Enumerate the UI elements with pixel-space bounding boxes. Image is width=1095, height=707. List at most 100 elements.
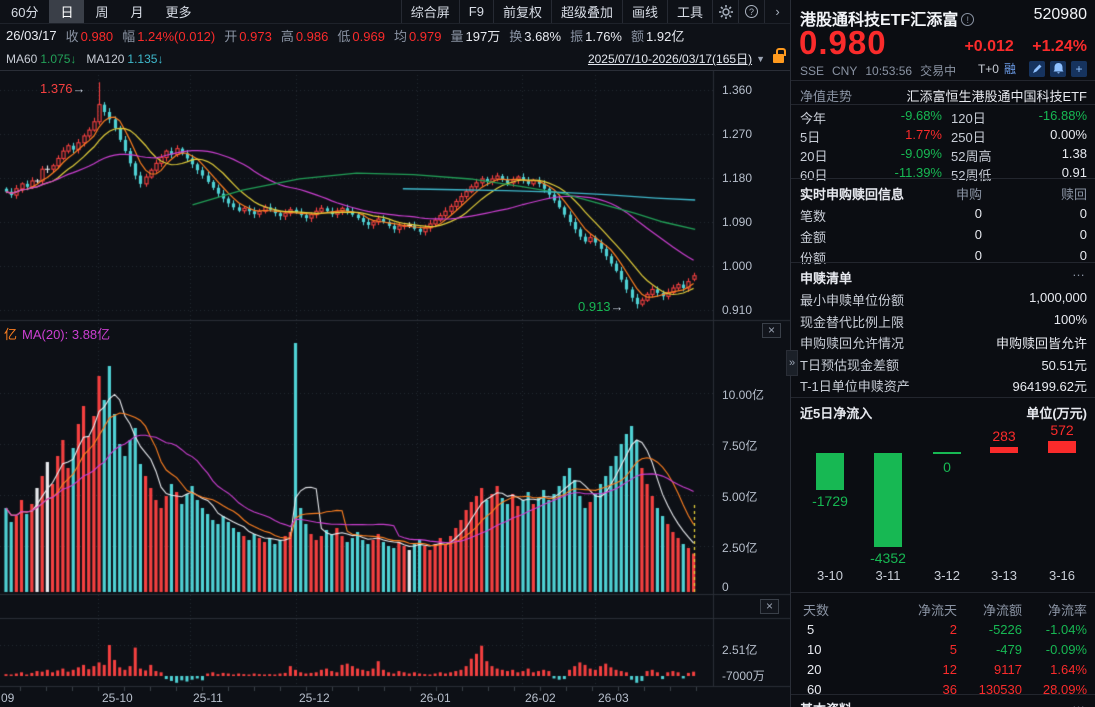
flow-row-netdays-20: 12 [942,662,957,677]
flow-bar [933,452,961,454]
toolbar-button-综合屏[interactable]: 综合屏 [400,0,459,23]
flow-row-netrate-10: -0.09% [1045,642,1087,657]
flow-bar-date: 3-13 [990,568,1018,583]
redemption-label-1: 现金替代比例上限 [800,314,905,330]
flow-axis-label-0: 2.51亿 [722,643,758,657]
redemption-value-3: 50.51元 [1041,357,1087,373]
stat-label-52周低: 52周低 [951,168,992,183]
tab-月[interactable]: 月 [130,5,144,20]
stat-value-52周低: 0.91 [1061,165,1087,180]
info-icon[interactable]: ! [961,13,975,26]
unlock-icon[interactable] [773,48,786,63]
flow-row-days-20: 20 [807,662,822,677]
price-axis-label-1: 1.270 [722,127,753,141]
redemption-value-4: 964199.62元 [1012,379,1087,394]
flow-bar-value: 572 [1050,421,1074,438]
stat-label-今年: 今年 [800,111,827,126]
tab-60分[interactable]: 60分 [11,5,39,20]
alert-bell-icon[interactable] [1050,60,1066,77]
flow-row-netdays-10: 5 [949,642,957,657]
price-chart-canvas[interactable] [0,71,790,707]
flow-bar [990,446,1018,453]
flow-bar-date: 3-12 [933,568,961,583]
tplus-flag: T+0 [977,61,999,76]
redemption-label-0: 最小申赎单位份额 [800,293,905,308]
stat-value-250日: 0.00% [1050,127,1087,142]
price-axis-label-0: 1.360 [722,83,753,97]
sub-row-label-金额: 金额 [800,230,827,245]
high-price-callout: 1.376→ [40,81,86,96]
sub-row-buy-笔数: 0 [974,206,982,221]
quote-panel: 港股通科技ETF汇添富! 520980 0.980 +0.012 +1.24% … [790,0,1095,707]
close-flow-pane-icon[interactable]: × [760,599,779,614]
quote-field-幅: 幅 1.24%(0.012) [122,29,216,44]
flow-bar [816,453,844,491]
quote-meta: SSE CNY 10:53:56 交易中 [800,63,957,79]
redemption-value-0: 1,000,000 [1029,290,1087,305]
low-price-callout: 0.913→ [578,299,624,314]
flow-bar-value: 0 [943,459,951,475]
x-axis-label-25-11: 25-11 [193,691,223,705]
stat-label-52周高: 52周高 [951,149,992,164]
x-axis-label-25-12: 25-12 [299,691,330,705]
edit-icon[interactable] [1029,60,1045,77]
redemption-more-icon[interactable]: … [1072,264,1087,279]
volume-axis-label-1: 7.50亿 [722,439,758,453]
ma-legend-bar: MA60 1.075↓ MA120 1.135↓ 2025/07/10-2026/03… [0,47,790,71]
add-to-watchlist-icon[interactable]: + [1071,60,1087,77]
last-price: 0.980 [799,24,887,61]
flow-row-netrate-60: 28.09% [1042,682,1087,697]
security-name: 港股通科技ETF汇添富! [800,6,975,30]
toolbar-button-画线[interactable]: 画线 [621,0,667,23]
price-axis-label-2: 1.180 [722,171,753,185]
help-icon[interactable]: ? [738,0,764,23]
nav-trend-label[interactable]: 净值走势 [800,89,853,104]
fund-full-name: 汇添富恒生港股通中国科技ETF [906,89,1087,104]
price-change: +0.012 +1.24% [950,38,1087,56]
tab-周[interactable]: 周 [95,5,109,20]
realtime-subscription-title: 实时申购赎回信息 [800,187,905,202]
gear-icon[interactable] [712,0,738,23]
period-toolbar: 60分日周 月 更多 综合屏 F9 前复权 超级叠加 画线 工具? › [0,0,790,24]
volume-axis-label-2: 5.00亿 [722,490,758,504]
flow-row-netdays-60: 36 [942,682,957,697]
toolbar-button-超级叠加[interactable]: 超级叠加 [550,0,622,23]
stat-label-250日: 250日 [951,130,986,145]
stat-label-5日: 5日 [800,130,821,145]
toolbar-button-F9[interactable]: F9 [458,0,493,23]
quote-field-换: 换 3.68% [509,29,562,44]
flow-bar [1048,440,1076,453]
expand-toolbar-icon[interactable]: › [764,0,790,23]
basic-info-more-icon[interactable]: … [1072,696,1087,707]
x-axis-label-26-01: 26-01 [420,691,451,705]
flow-col-days: 天数 [803,603,830,618]
flow-row-netamount-10: -479 [995,642,1022,657]
sub-row-sell-金额: 0 [1079,227,1087,242]
redemption-value-1: 100% [1053,311,1087,327]
toolbar-button-前复权[interactable]: 前复权 [492,0,551,23]
sub-row-sell-笔数: 0 [1079,206,1087,221]
volume-pane-header: 亿 MA(20): 3.88亿 [4,324,110,343]
subscription-col-buy: 申购 [955,187,982,202]
flow5-bar-chart: -1729 3-10 -4352 3-11 0 3-12 283 3-13 572 3-16 [801,418,1086,588]
tab-更多[interactable]: 更多 [165,5,192,20]
close-volume-pane-icon[interactable]: × [762,323,781,338]
panel-collapse-handle[interactable]: » [786,350,798,376]
quote-field-均: 均 0.979 [393,29,442,44]
quote-fields-bar: 26/03/17 收 0.980 幅 1.24%(0.012) 开 0.973 高 0.986 低… [0,24,790,47]
x-axis-label-09: 09 [1,691,15,705]
quote-field-date: 26/03/17 [6,28,57,43]
tab-日[interactable]: 日 [49,0,85,23]
quote-field-收: 收 0.980 [65,29,114,44]
flow5-unit: 单位(万元) [1026,406,1087,421]
margin-flag: 融 [1003,62,1016,76]
security-code: 520980 [1033,6,1087,23]
quote-flags: T+0 融 + [978,60,1087,77]
chevron-down-icon[interactable]: ▼ [756,53,765,64]
legend-MA120: MA120 1.135↓ [86,51,164,66]
sub-row-label-笔数: 笔数 [800,209,827,224]
date-range-selector[interactable]: 2025/07/10-2026/03/17(165日) [587,52,753,66]
flow-row-netdays-5: 2 [949,622,957,637]
toolbar-button-工具[interactable]: 工具 [666,0,712,23]
